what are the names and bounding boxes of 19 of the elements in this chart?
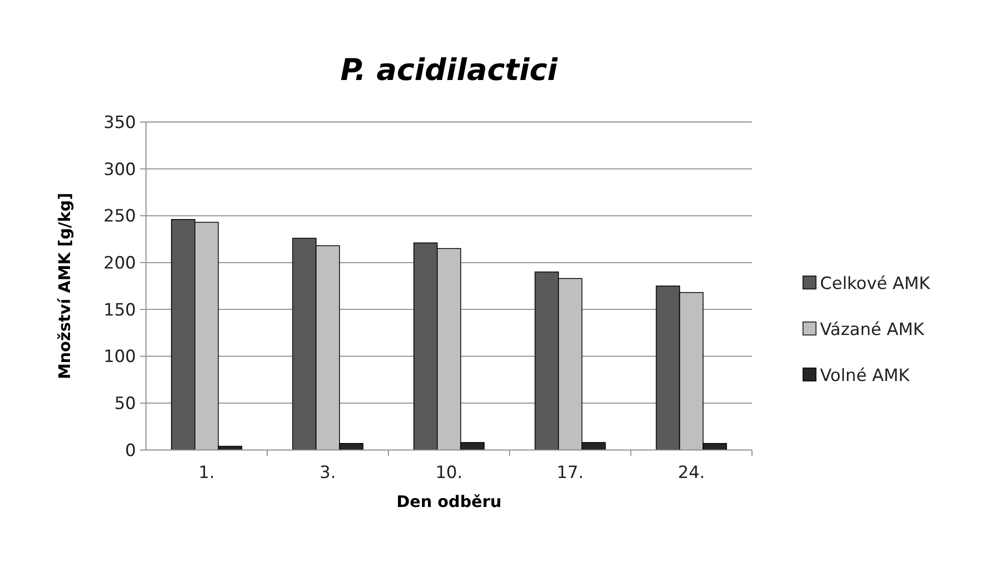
y-tick-label: 300 <box>104 160 136 180</box>
y-tick-label: 350 <box>104 112 136 133</box>
legend-label: Celkové AMK <box>820 274 931 294</box>
y-tick-label: 250 <box>104 206 136 227</box>
chart-title: P. acidilactici <box>340 53 558 88</box>
x-tick-label: 24. <box>678 463 705 483</box>
x-tick-label: 10. <box>435 463 463 483</box>
x-tick-label: 17. <box>556 463 584 483</box>
y-tick-label: 50 <box>114 394 136 414</box>
legend-label: Volné AMK <box>820 366 910 386</box>
y-tick-label: 100 <box>104 347 136 368</box>
x-tick-label: 1. <box>198 463 215 483</box>
legend-label: Vázané AMK <box>820 320 925 340</box>
y-axis-title: Množství AMK [g/kg] <box>55 192 74 380</box>
x-tick-label: 3. <box>320 463 336 483</box>
y-tick-label: 0 <box>125 440 136 461</box>
y-tick-label: 200 <box>104 254 136 274</box>
y-tick-label: 150 <box>104 300 136 320</box>
x-axis-title: Den odběru <box>396 492 502 511</box>
